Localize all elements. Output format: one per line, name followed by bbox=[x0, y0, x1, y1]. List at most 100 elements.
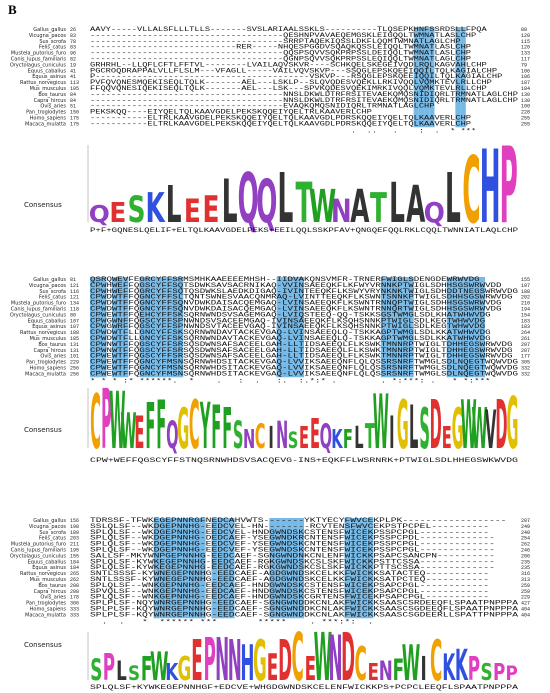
end-position: 79 bbox=[521, 62, 527, 68]
conserved-column bbox=[361, 518, 368, 619]
end-position: 404 bbox=[521, 612, 530, 618]
conserved-column bbox=[293, 277, 299, 378]
conserved-column bbox=[282, 277, 288, 378]
end-position: 254 bbox=[521, 536, 530, 542]
end-position: 184 bbox=[521, 86, 530, 92]
conserved-column bbox=[194, 518, 200, 619]
species-name: Homo_sapiens bbox=[30, 607, 67, 613]
logo-letter: E bbox=[367, 658, 378, 685]
logo-letter: K bbox=[442, 647, 456, 689]
start-position: 189 bbox=[70, 530, 79, 536]
conserved-column bbox=[292, 518, 299, 619]
logo-letter: G bbox=[178, 651, 192, 689]
species-name: Rattus_norvegicus bbox=[20, 80, 66, 86]
sequence: CPWEWTFFQEHCYFFSKSQRNWNDSVSAGEMGAQ-LVIQS… bbox=[90, 311, 491, 318]
end-position: 210 bbox=[521, 301, 530, 307]
end-position: 120 bbox=[521, 45, 530, 51]
logo-letter: I bbox=[389, 406, 394, 458]
logo-letter: S bbox=[128, 663, 140, 686]
logo-letter: W bbox=[309, 180, 336, 233]
logo-letter: P bbox=[500, 126, 518, 249]
species-name: Rattus_norvegicus bbox=[20, 571, 66, 577]
conserved-column bbox=[165, 518, 171, 619]
logo-letter: P bbox=[103, 647, 115, 689]
start-position: 78 bbox=[70, 39, 76, 45]
end-position: 206 bbox=[521, 553, 530, 559]
logo-letter: E bbox=[299, 420, 309, 456]
species-name: Macaca_mulatta bbox=[25, 121, 66, 127]
start-position: 178 bbox=[70, 595, 79, 601]
sequence: -------------------------------------QGN… bbox=[90, 56, 472, 63]
start-position: 107 bbox=[70, 324, 79, 330]
conserved-column bbox=[111, 277, 118, 378]
start-position: 84 bbox=[70, 98, 76, 104]
end-position: 197 bbox=[521, 283, 530, 289]
logo-letter: D bbox=[341, 620, 355, 693]
logo-letter: P bbox=[506, 663, 518, 686]
end-position: 207 bbox=[521, 342, 530, 348]
conserved-column bbox=[350, 518, 357, 619]
start-position: 198 bbox=[70, 524, 79, 530]
start-position: 131 bbox=[70, 342, 79, 348]
logo-letter: E bbox=[267, 647, 278, 689]
conserved-column bbox=[380, 277, 387, 378]
logo-letter: N bbox=[328, 623, 342, 693]
conserved-column bbox=[269, 518, 276, 619]
logo-letter: C bbox=[189, 387, 200, 464]
sequence: SNTLSSSF-KYWNEGEPNNHG-EEDCAEF-AGDGWNDSKC… bbox=[90, 570, 489, 577]
start-position: 195 bbox=[70, 548, 79, 554]
logo-letter: D bbox=[430, 387, 442, 464]
consensus-label: Consensus bbox=[24, 641, 62, 649]
conserved-column bbox=[367, 518, 374, 619]
start-position: 175 bbox=[70, 116, 79, 122]
logo-letter: K bbox=[331, 423, 343, 454]
start-position: 256 bbox=[70, 366, 79, 372]
conserved-column bbox=[159, 518, 166, 619]
logo-letter: H bbox=[480, 130, 501, 247]
end-position: 259 bbox=[521, 583, 530, 589]
conserved-column bbox=[474, 277, 480, 378]
start-position: 203 bbox=[70, 536, 79, 542]
panel-label: B bbox=[8, 2, 17, 17]
start-position: 26 bbox=[70, 27, 76, 33]
logo-letter: H bbox=[240, 634, 254, 692]
sequence: AAVY-----VLLALSFLLLTLLS-------SVSLARIAAL… bbox=[90, 26, 487, 33]
end-position: 228 bbox=[521, 110, 530, 116]
sequence: SPLPLSF-KQYWNRGEPNNHG-EEDCAEF-SGNGWNDDKC… bbox=[90, 606, 519, 613]
end-position: 235 bbox=[521, 565, 530, 571]
start-position: 156 bbox=[70, 518, 79, 524]
conserved-column bbox=[455, 27, 461, 128]
logo-letter: P bbox=[493, 658, 505, 685]
end-position: 427 bbox=[521, 601, 530, 607]
conserved-column bbox=[182, 518, 189, 619]
species-name: Macaca_mulatta bbox=[25, 371, 66, 377]
start-position: 155 bbox=[70, 553, 79, 559]
species-name: Capra_hircus bbox=[34, 98, 67, 104]
conserved-column bbox=[452, 277, 458, 378]
end-position: 183 bbox=[521, 324, 530, 330]
conserved-column bbox=[199, 518, 206, 619]
logo-letter: Y bbox=[200, 389, 211, 463]
end-position: 133 bbox=[521, 51, 530, 57]
species-name: Gallus_gallus bbox=[33, 277, 66, 283]
species-name: Canis_lupus_familiaris bbox=[11, 307, 67, 313]
logo-letter: N bbox=[228, 629, 242, 693]
species-name: Equus_asinus bbox=[32, 324, 66, 330]
logo-letter: F bbox=[393, 653, 404, 687]
species-name: Vicugna_pacos bbox=[29, 33, 67, 39]
conserved-column bbox=[344, 518, 351, 619]
end-position: 115 bbox=[521, 39, 530, 45]
sequence: SPLQLSF-KYWKEGEPNNHG-EEDCAEF-RGKGWNDSKCS… bbox=[90, 564, 495, 571]
logo-letter: F bbox=[211, 394, 221, 463]
sequence: GRHRHL--LLQFLCFTLFFTVL--------LVAILAQVSK… bbox=[90, 61, 487, 68]
conserved-column bbox=[479, 277, 486, 378]
conserved-column bbox=[228, 518, 235, 619]
logo-letter: W bbox=[402, 634, 421, 692]
sequence: SSLQLSF--WKDGEPNNHG-EEDCVEL-HN--------RC… bbox=[90, 523, 489, 530]
conserved-column bbox=[386, 277, 392, 378]
logo-letter: L bbox=[277, 159, 293, 239]
start-position: 131 bbox=[70, 348, 79, 354]
start-position: 333 bbox=[70, 612, 79, 618]
species-name: Capra_hircus bbox=[34, 348, 67, 354]
conserved-column bbox=[223, 518, 229, 619]
